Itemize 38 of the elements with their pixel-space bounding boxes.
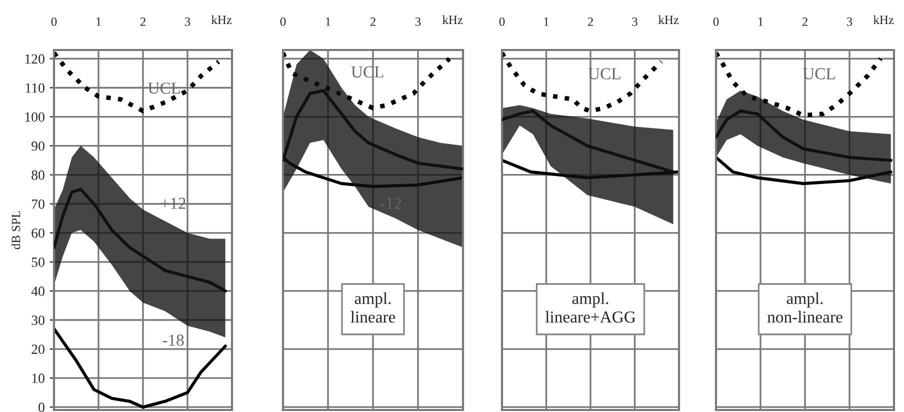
y-tick-label: 100 (25, 112, 44, 122)
annotation: ampl. lineare (350, 292, 396, 323)
y-tick-label: 80 (32, 170, 44, 180)
y-tick-label: 60 (32, 228, 44, 238)
x-axis-title: kHz (873, 15, 894, 24)
y-tick-label: 40 (31, 286, 44, 296)
x-axis-title: kHz (658, 15, 679, 24)
x-tick-label: 3 (846, 18, 852, 26)
x-tick-label: 1 (758, 18, 763, 26)
annotation: ampl. non-lineare (767, 292, 842, 323)
y-tick-label: 90 (32, 141, 44, 151)
y-tick-label: 70 (32, 199, 44, 209)
x-tick-label: 0 (499, 18, 505, 26)
y-tick-label: 10 (32, 374, 44, 384)
x-axis-title: kHz (211, 15, 232, 24)
x-tick-label: 2 (140, 18, 146, 26)
x-tick-label: 2 (588, 18, 593, 26)
x-tick-label: 1 (96, 18, 101, 26)
x-tick-label: 0 (280, 18, 286, 26)
x-tick-label: 1 (326, 18, 330, 26)
y-tick-label: 30 (32, 316, 44, 325)
y-tick-label: 120 (25, 54, 44, 64)
annotation: -18 (162, 334, 184, 346)
y-tick-label: 20 (32, 344, 44, 354)
x-tick-label: 0 (51, 18, 57, 26)
x-tick-label: 0 (713, 18, 719, 26)
x-axis-title: kHz (442, 15, 463, 24)
x-tick-label: 1 (544, 18, 549, 26)
y-axis-title: dB SPL (11, 211, 20, 250)
y-tick-label: 0 (38, 402, 44, 412)
x-tick-label: 3 (415, 18, 421, 26)
x-tick-label: 3 (184, 18, 190, 26)
x-tick-label: 3 (632, 18, 638, 26)
annotation: ampl. lineare+AGG (545, 292, 636, 323)
x-tick-label: 2 (370, 18, 376, 26)
y-tick-label: 50 (32, 258, 44, 267)
x-tick-label: 2 (802, 18, 808, 26)
y-tick-label: 110 (26, 83, 44, 93)
